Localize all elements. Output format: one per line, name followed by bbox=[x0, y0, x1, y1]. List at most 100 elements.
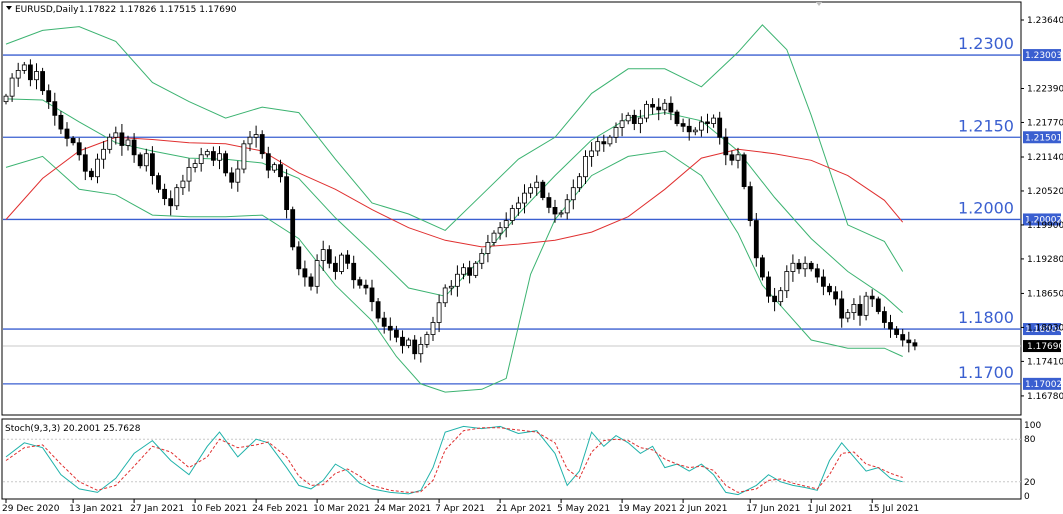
candle-body bbox=[772, 295, 777, 303]
moving-average-line bbox=[5, 136, 904, 248]
level-label-3: 1.1800 bbox=[958, 308, 1014, 327]
candle-body bbox=[540, 181, 546, 198]
candle-body bbox=[796, 262, 802, 270]
chart-shift-marker[interactable] bbox=[816, 2, 822, 6]
candle-body bbox=[589, 150, 594, 157]
time-tick-label: 5 May 2021 bbox=[557, 504, 610, 514]
level-tag-bg-0 bbox=[1023, 49, 1061, 62]
candle-body bbox=[790, 262, 796, 272]
candle-body bbox=[290, 209, 296, 248]
candle-body bbox=[735, 154, 741, 161]
candle-body bbox=[271, 164, 277, 171]
candle-body bbox=[534, 181, 540, 189]
candle-body bbox=[577, 176, 582, 189]
candle-body bbox=[833, 291, 838, 300]
candle-body bbox=[369, 287, 375, 303]
candle-body bbox=[827, 285, 832, 293]
candle-body bbox=[753, 220, 759, 259]
candle-body bbox=[363, 284, 369, 289]
candle-body bbox=[21, 64, 27, 71]
candle-body bbox=[375, 301, 381, 319]
candle-body bbox=[912, 342, 918, 347]
candle-body bbox=[875, 298, 881, 312]
time-tick-label: 29 Dec 2020 bbox=[2, 504, 60, 514]
candle-body bbox=[656, 106, 662, 111]
candle-body bbox=[546, 197, 552, 208]
candle-body bbox=[64, 128, 70, 139]
candle-body bbox=[430, 322, 436, 335]
candle-body bbox=[326, 249, 332, 264]
candle-body bbox=[217, 153, 222, 161]
candle-body bbox=[638, 117, 643, 124]
candle-body bbox=[400, 336, 405, 346]
candle-body bbox=[863, 295, 869, 316]
time-tick-label: 21 Apr 2021 bbox=[496, 504, 552, 514]
level-tag-1: 1.21501 bbox=[1025, 133, 1062, 143]
candle-body bbox=[467, 267, 473, 276]
candle-body bbox=[674, 111, 680, 124]
candle-body bbox=[613, 126, 619, 138]
candle-body bbox=[223, 153, 229, 174]
candle-body bbox=[607, 136, 613, 145]
candle-body bbox=[406, 339, 412, 346]
candle-body bbox=[570, 187, 576, 201]
candle-body bbox=[27, 64, 33, 81]
candle-body bbox=[436, 302, 442, 323]
candle-body bbox=[516, 202, 521, 209]
candle-body bbox=[235, 168, 241, 183]
candle-body bbox=[662, 102, 668, 111]
price-tick-label: 1.23640 bbox=[1027, 16, 1063, 26]
candle-body bbox=[668, 102, 674, 113]
level-tag-bg-4 bbox=[1023, 377, 1061, 390]
candle-body bbox=[741, 154, 747, 187]
candle-body bbox=[747, 186, 753, 221]
candle-body bbox=[778, 290, 784, 303]
time-tick-label: 10 Feb 2021 bbox=[191, 504, 247, 514]
candle-body bbox=[631, 114, 637, 124]
candle-body bbox=[686, 125, 692, 133]
candle-body bbox=[601, 141, 607, 145]
price-tick-label: 1.19280 bbox=[1027, 255, 1063, 265]
candle-body bbox=[680, 123, 686, 127]
candle-body bbox=[162, 188, 168, 200]
candle-body bbox=[485, 242, 491, 254]
candle-body bbox=[40, 71, 45, 92]
candle-body bbox=[705, 121, 710, 124]
symbol-dropdown-icon[interactable] bbox=[6, 6, 12, 10]
candle-body bbox=[308, 276, 314, 287]
stoch-tick-label: 0 bbox=[1024, 492, 1030, 502]
candle-body bbox=[125, 139, 131, 146]
candle-body bbox=[802, 262, 808, 270]
candle-body bbox=[119, 132, 125, 146]
level-tag-bg-2 bbox=[1023, 213, 1061, 226]
price-tick-label: 1.21140 bbox=[1027, 153, 1063, 163]
candle-body bbox=[210, 151, 216, 161]
level-label-1: 1.2150 bbox=[958, 116, 1014, 135]
candle-body bbox=[34, 71, 39, 81]
candle-body bbox=[479, 253, 485, 264]
candle-body bbox=[3, 95, 9, 103]
candle-body bbox=[265, 153, 271, 171]
price-tick-label: 1.20520 bbox=[1027, 187, 1063, 197]
candle-body bbox=[143, 153, 149, 167]
candle-body bbox=[95, 158, 100, 178]
level-tag-bg-3 bbox=[1023, 323, 1061, 336]
candle-body bbox=[339, 254, 344, 272]
candle-body bbox=[314, 260, 320, 287]
candle-body bbox=[46, 90, 52, 103]
candle-body bbox=[247, 136, 253, 145]
candle-body bbox=[882, 311, 887, 323]
time-tick-label: 1 Jul 2021 bbox=[807, 504, 852, 514]
candle-body bbox=[58, 114, 64, 130]
price-tick-label: 1.17410 bbox=[1027, 357, 1063, 367]
candle-body bbox=[814, 268, 820, 278]
level-tag-3: 1.18004 bbox=[1025, 325, 1062, 335]
candle-body bbox=[412, 339, 418, 355]
candle-body bbox=[345, 254, 351, 264]
candle-body bbox=[839, 298, 845, 319]
candle-body bbox=[595, 141, 601, 152]
candle-body bbox=[284, 176, 290, 210]
time-tick-label: 24 Mar 2021 bbox=[374, 504, 431, 514]
time-tick-label: 15 Jul 2021 bbox=[868, 504, 919, 514]
